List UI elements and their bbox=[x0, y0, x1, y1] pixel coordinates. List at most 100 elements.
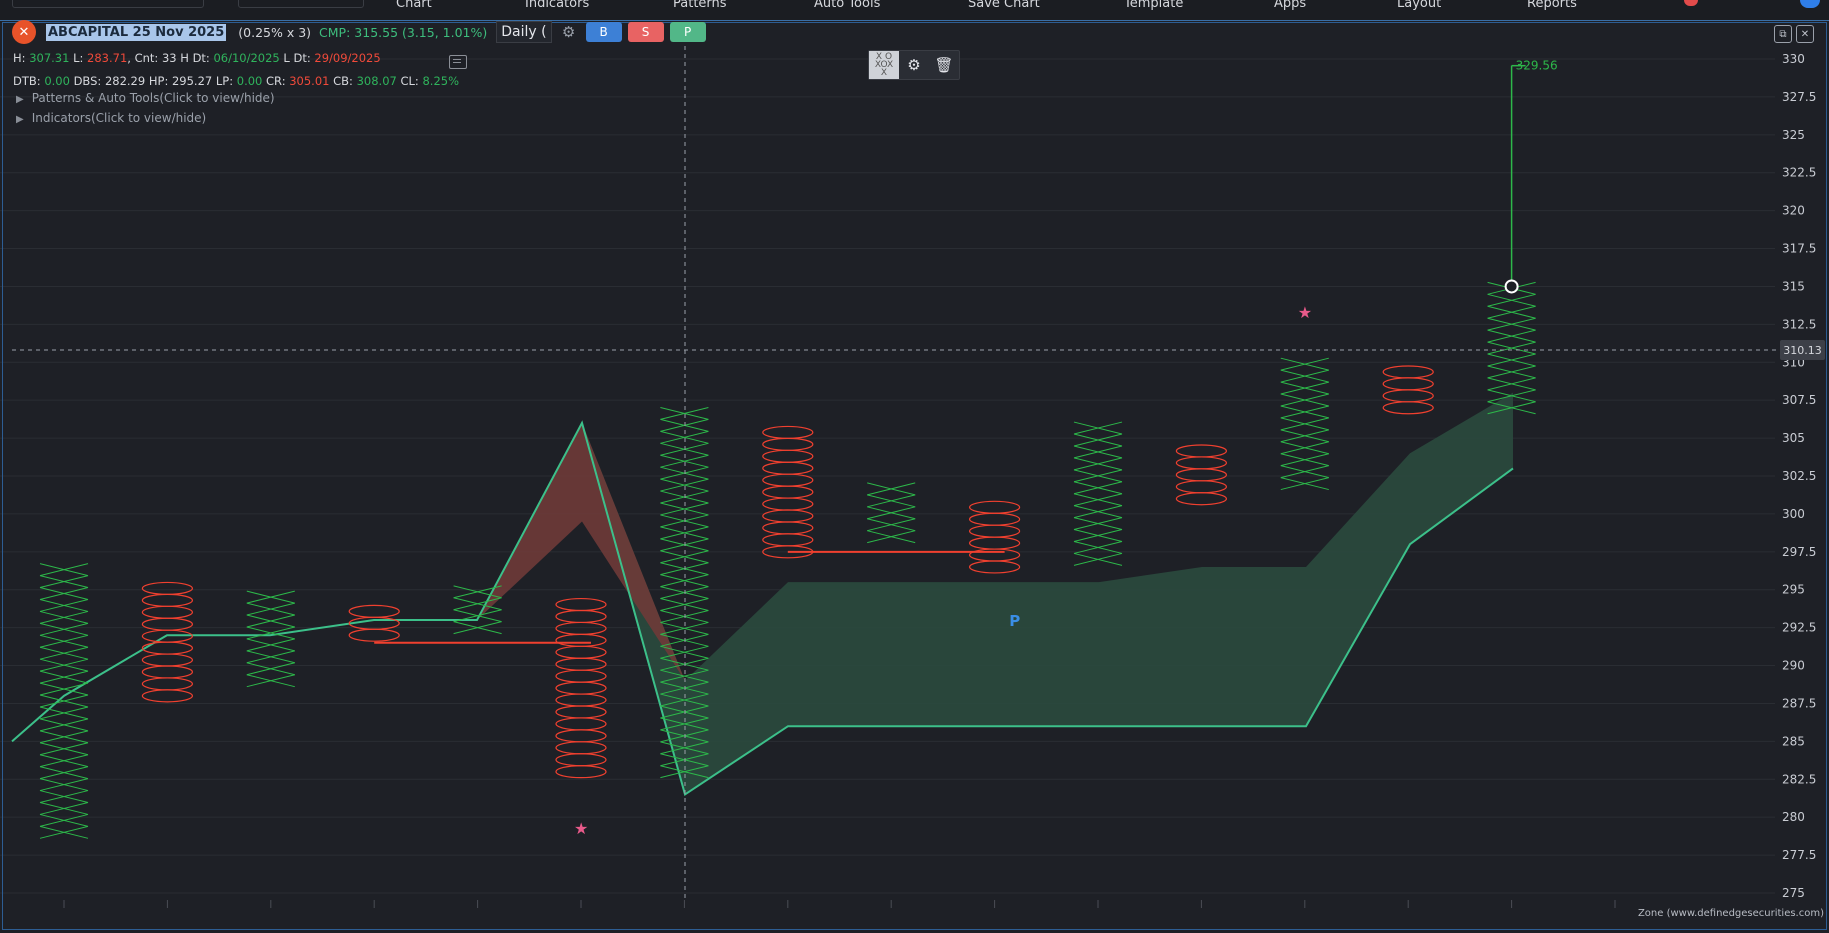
x-mark bbox=[39, 766, 89, 780]
x-mark bbox=[1073, 433, 1123, 447]
close-icon[interactable]: ✕ bbox=[1796, 25, 1814, 43]
chat-icon[interactable] bbox=[449, 55, 467, 69]
x-mark bbox=[39, 587, 89, 600]
y-tick-label: 327.5 bbox=[1782, 90, 1816, 104]
nav-apps[interactable]: Apps bbox=[1274, 0, 1307, 11]
nav-auto-tools[interactable]: Auto Tools bbox=[814, 0, 881, 11]
p-button[interactable]: P bbox=[669, 22, 706, 42]
toggle-patterns[interactable]: ▶ Patterns & Auto Tools(Click to view/hid… bbox=[16, 91, 275, 105]
stats-line-2: DTB: 0.00 DBS: 282.29 HP: 295.27 LP: 0.0… bbox=[13, 74, 459, 88]
x-mark bbox=[39, 563, 89, 577]
chart-header: ✕ ABCAPITAL 25 Nov 2025 (0.25% x 3) CMP:… bbox=[12, 20, 706, 44]
x-mark bbox=[660, 645, 709, 659]
y-tick-label: 292.5 bbox=[1782, 621, 1816, 635]
x-mark bbox=[1487, 365, 1536, 379]
chart-frame bbox=[2, 22, 1827, 930]
footer-credit: Zone (www.definedgesecurities.com) bbox=[1637, 908, 1824, 919]
x-mark bbox=[39, 730, 89, 744]
nav-chart[interactable]: Chart bbox=[396, 0, 432, 11]
chart-window-controls: ⧉ ✕ bbox=[1774, 25, 1814, 43]
x-mark bbox=[660, 454, 709, 468]
x-mark bbox=[1487, 317, 1536, 331]
y-tick-label: 322.5 bbox=[1782, 166, 1816, 180]
x-mark bbox=[660, 466, 709, 480]
hdt-label: H Dt: bbox=[180, 51, 210, 65]
o-mark bbox=[1382, 365, 1434, 379]
ldt-label: L Dt: bbox=[283, 51, 311, 65]
x-mark bbox=[39, 706, 89, 720]
period-select[interactable]: Daily ( bbox=[496, 21, 552, 43]
y-tick-label: 315 bbox=[1782, 279, 1805, 293]
o-mark bbox=[141, 581, 193, 595]
dtb-value: 0.00 bbox=[44, 74, 70, 88]
trash-icon[interactable]: 🗑 bbox=[934, 56, 954, 74]
x-mark bbox=[867, 482, 916, 496]
o-mark bbox=[348, 604, 400, 618]
gear-icon[interactable]: ⚙ bbox=[907, 56, 921, 74]
buy-button[interactable]: B bbox=[585, 22, 622, 42]
x-mark bbox=[39, 694, 89, 708]
x-mark bbox=[660, 430, 709, 444]
y-tick-label: 302.5 bbox=[1782, 469, 1816, 483]
expand-icon[interactable]: ⧉ bbox=[1774, 25, 1792, 43]
pnf-tool-icon[interactable]: X O XOX X bbox=[869, 51, 899, 79]
x-mark bbox=[39, 670, 89, 684]
x-mark bbox=[1280, 369, 1329, 383]
nav-patterns[interactable]: Patterns bbox=[673, 0, 727, 11]
x-mark bbox=[660, 442, 709, 456]
sell-button[interactable]: S bbox=[627, 22, 664, 42]
x-mark bbox=[39, 742, 89, 756]
y-tick-label: 325 bbox=[1782, 128, 1805, 142]
y-tick-label: 287.5 bbox=[1782, 696, 1816, 710]
x-mark bbox=[1280, 453, 1329, 467]
x-mark bbox=[453, 621, 502, 635]
x-mark bbox=[660, 550, 709, 564]
y-tick-label: 300 bbox=[1782, 507, 1805, 521]
o-mark bbox=[555, 597, 607, 612]
nav-template[interactable]: Template bbox=[1124, 0, 1184, 11]
x-mark bbox=[1280, 393, 1329, 407]
dbs-value: 282.29 bbox=[104, 74, 146, 88]
gear-icon[interactable]: ⚙ bbox=[561, 23, 576, 41]
logo-icon: ✕ bbox=[12, 20, 36, 44]
x-mark bbox=[660, 502, 709, 516]
x-mark bbox=[660, 514, 709, 528]
x-mark bbox=[1487, 329, 1536, 343]
x-mark bbox=[660, 538, 709, 552]
nav-layout[interactable]: Layout bbox=[1397, 0, 1442, 11]
nav-save-chart[interactable]: Save Chart bbox=[968, 0, 1040, 11]
nav-indicators[interactable]: Indicators bbox=[525, 0, 590, 11]
x-mark bbox=[39, 825, 89, 839]
x-mark bbox=[1487, 401, 1536, 415]
x-mark bbox=[246, 650, 295, 664]
cl-label: CL: bbox=[400, 74, 419, 88]
x-mark bbox=[39, 646, 89, 660]
nav-tool-stub[interactable] bbox=[238, 0, 364, 8]
x-mark bbox=[39, 754, 89, 768]
x-mark bbox=[660, 669, 709, 683]
nav-search-stub[interactable] bbox=[12, 0, 204, 8]
x-mark bbox=[1280, 381, 1329, 395]
lp-value: 0.00 bbox=[236, 74, 263, 88]
notification-badge[interactable] bbox=[1684, 0, 1698, 6]
nav-reports[interactable]: Reports bbox=[1527, 0, 1577, 11]
y-tick-label: 305 bbox=[1782, 431, 1805, 445]
triangle-right-icon: ▶ bbox=[16, 114, 24, 125]
toggle-indicators[interactable]: ▶ Indicators(Click to view/hide) bbox=[16, 111, 206, 125]
box-size-label: (0.25% x 3) bbox=[238, 24, 312, 40]
h-value: 307.31 bbox=[29, 51, 70, 65]
x-mark bbox=[39, 682, 89, 696]
cr-label: CR: bbox=[266, 74, 286, 88]
x-mark bbox=[1073, 517, 1123, 531]
h-label: H: bbox=[13, 51, 26, 65]
x-mark bbox=[39, 718, 89, 732]
x-mark bbox=[867, 530, 916, 544]
avatar[interactable] bbox=[1800, 0, 1820, 8]
band-area bbox=[12, 392, 1513, 795]
x-mark bbox=[39, 790, 89, 803]
x-mark bbox=[1280, 477, 1329, 491]
x-mark bbox=[660, 562, 709, 576]
cnt-label: Cnt: bbox=[134, 51, 159, 65]
symbol-title[interactable]: ABCAPITAL 25 Nov 2025 bbox=[46, 23, 227, 41]
